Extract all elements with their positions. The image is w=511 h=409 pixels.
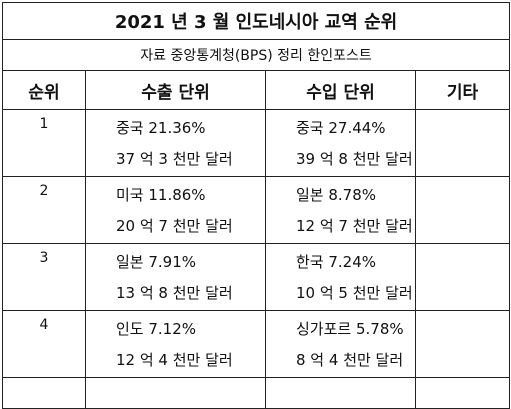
column-header: 수입 단위 <box>265 70 416 110</box>
column-header: 순위 <box>2 70 86 110</box>
export-line: 미국 11.86% <box>116 186 206 204</box>
other-cell <box>414 176 511 244</box>
subtitle: 자료 중앙통계청(BPS) 정리 한인포스트 <box>1 39 511 71</box>
import-cell: 일본 8.78% 12 억 7 천만 달러 <box>265 176 416 244</box>
export-line: 37 억 3 천만 달러 <box>116 150 233 168</box>
import-line: 12 억 7 천만 달러 <box>296 217 413 235</box>
rank-cell: 2 <box>2 176 86 244</box>
empty-cell <box>85 377 266 409</box>
table-row: 3 일본 7.91% 13 억 8 천만 달러 한국 7.24% 10 억 5 천만 달… <box>2 243 511 311</box>
export-cell: 일본 7.91% 13 억 8 천만 달러 <box>85 243 266 311</box>
import-cell: 중국 27.44% 39 억 8 천만 달러 <box>265 109 416 177</box>
export-line: 일본 7.91% <box>116 253 197 271</box>
import-line: 일본 8.78% <box>296 186 377 204</box>
export-cell: 미국 11.86% 20 억 7 천만 달러 <box>85 176 266 244</box>
table-row: 4 인도 7.12% 12 억 4 천만 달러 싱가포르 5.78% 8 억 4 천만 … <box>2 310 511 378</box>
export-line: 12 억 4 천만 달러 <box>116 351 233 369</box>
export-line: 중국 21.36% <box>116 119 206 137</box>
import-cell: 싱가포르 5.78% 8 억 4 천만 달러 <box>265 310 416 378</box>
import-line: 8 억 4 천만 달러 <box>296 351 404 369</box>
empty-cell <box>414 377 511 409</box>
table-row: 2 미국 11.86% 20 억 7 천만 달러 일본 8.78% 12 억 7 천만 … <box>2 176 511 244</box>
empty-cell <box>2 377 86 409</box>
other-cell <box>414 310 511 378</box>
export-line: 인도 7.12% <box>116 320 197 338</box>
header-row: 순위 수출 단위 수입 단위 기타 <box>2 70 511 110</box>
import-line: 싱가포르 5.78% <box>296 320 404 338</box>
table-row: 1 중국 21.36% 37 억 3 천만 달러 중국 27.44% 39 억 8 천만… <box>2 109 511 177</box>
export-line: 13 억 8 천만 달러 <box>116 284 233 302</box>
empty-cell <box>265 377 416 409</box>
title: 2021 년 3 월 인도네시아 교역 순위 <box>1 2 511 40</box>
import-line: 중국 27.44% <box>296 119 386 137</box>
import-cell: 한국 7.24% 10 억 5 천만 달러 <box>265 243 416 311</box>
import-line: 10 억 5 천만 달러 <box>296 284 413 302</box>
table-row <box>2 377 511 409</box>
rank-cell: 1 <box>2 109 86 177</box>
rank-cell: 4 <box>2 310 86 378</box>
other-cell <box>414 109 511 177</box>
export-line: 20 억 7 천만 달러 <box>116 217 233 235</box>
other-cell <box>414 243 511 311</box>
import-line: 한국 7.24% <box>296 253 377 271</box>
import-line: 39 억 8 천만 달러 <box>296 150 413 168</box>
column-header: 수출 단위 <box>85 70 266 110</box>
export-cell: 인도 7.12% 12 억 4 천만 달러 <box>85 310 266 378</box>
rank-cell: 3 <box>2 243 86 311</box>
column-header: 기타 <box>414 70 511 110</box>
export-cell: 중국 21.36% 37 억 3 천만 달러 <box>85 109 266 177</box>
